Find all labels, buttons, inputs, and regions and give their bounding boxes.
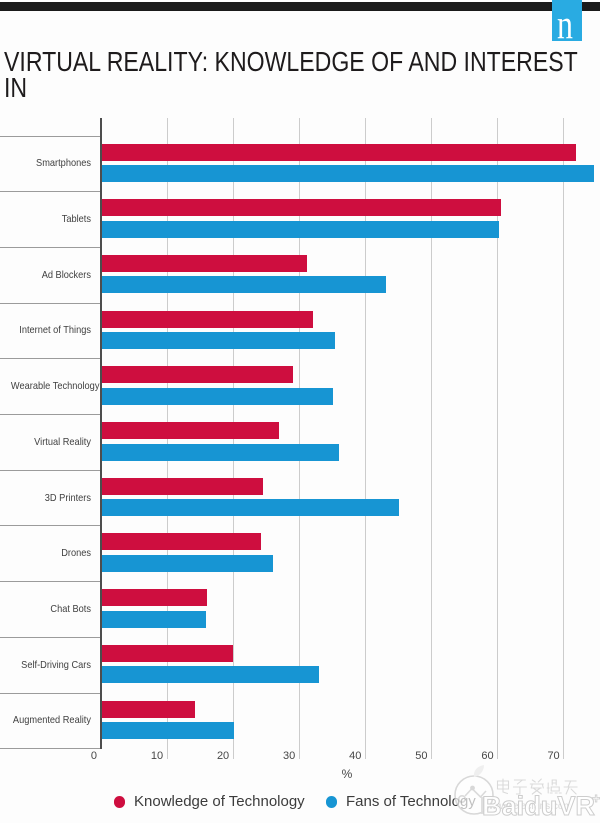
svg-text:www.elecfans.com: www.elecfans.com bbox=[488, 801, 572, 812]
svg-text:BaiduVR: BaiduVR bbox=[482, 791, 595, 821]
svg-text:+: + bbox=[592, 790, 600, 806]
